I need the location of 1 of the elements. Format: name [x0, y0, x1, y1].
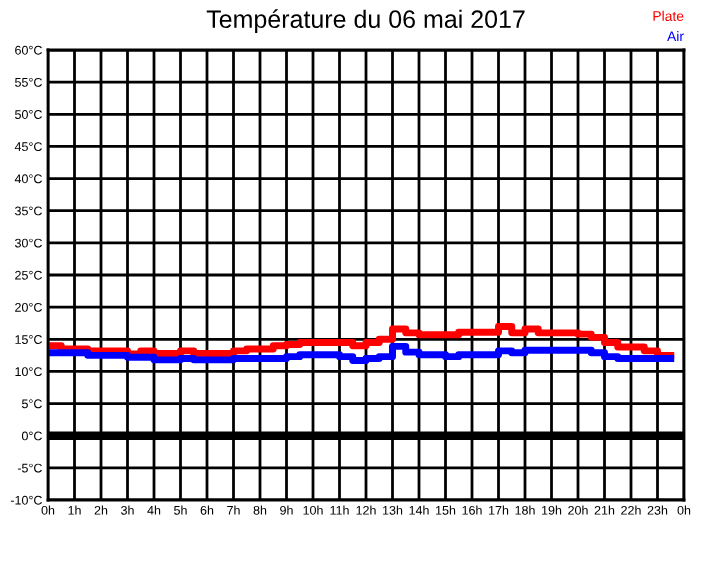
chart-title: Température du 06 mai 2017 — [206, 9, 525, 33]
